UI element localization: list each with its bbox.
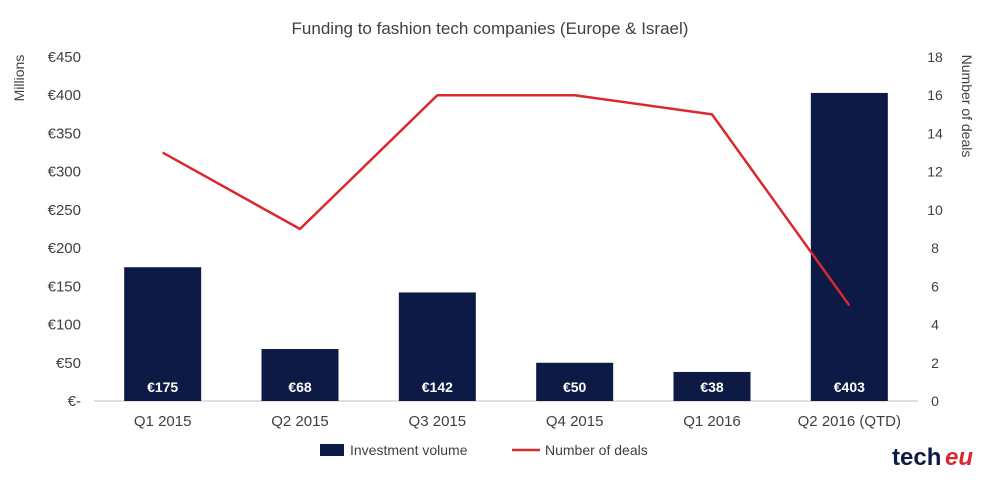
left-tick-label: €300 [48, 164, 81, 181]
legend-label-deals: Number of deals [545, 442, 648, 458]
right-tick-label: 4 [931, 317, 939, 333]
left-tick-label: €150 [48, 278, 81, 295]
left-tick-label: €100 [48, 317, 81, 334]
bar [261, 349, 339, 401]
left-tick-label: €50 [56, 355, 81, 372]
left-tick-label: €250 [48, 202, 81, 219]
right-tick-label: 12 [927, 164, 943, 180]
right-tick-label: 16 [927, 87, 943, 103]
x-tick-label: Q4 2015 [546, 413, 604, 430]
bar [810, 92, 888, 401]
chart-title: Funding to fashion tech companies (Europ… [292, 19, 689, 38]
bar-data-label: €68 [288, 379, 312, 395]
left-tick-label: €400 [48, 87, 81, 104]
logo-tech-text: tech [892, 444, 941, 471]
left-axis: €- €50 €100 €150 €200 €250 €300 €350 €400 €450 [48, 49, 81, 410]
bar-data-label: €403 [834, 379, 865, 395]
right-tick-label: 2 [931, 355, 939, 371]
bar-data-label: €175 [147, 379, 178, 395]
techeu-logo: tech eu [892, 444, 973, 471]
right-tick-label: 10 [927, 202, 943, 218]
left-tick-label: €200 [48, 240, 81, 257]
right-tick-label: 6 [931, 278, 939, 294]
x-tick-label: Q2 2015 [271, 413, 329, 430]
left-axis-label: Millions [11, 55, 27, 102]
right-tick-label: 14 [927, 125, 943, 141]
legend-label-investment: Investment volume [350, 442, 468, 458]
deals-line [162, 93, 851, 307]
bar-data-label: €38 [700, 379, 724, 395]
right-tick-label: 18 [927, 49, 943, 65]
bar [673, 371, 751, 401]
right-axis: 0 2 4 6 8 10 12 14 16 18 [927, 49, 943, 409]
x-tick-label: Q1 2016 [683, 413, 741, 430]
x-tick-label: Q3 2015 [409, 413, 467, 430]
right-tick-label: 0 [931, 393, 939, 409]
right-axis-label: Number of deals [959, 55, 975, 158]
right-tick-label: 8 [931, 240, 939, 256]
x-tick-label: Q2 2016 (QTD) [798, 413, 901, 430]
bar-data-label: €50 [563, 379, 587, 395]
x-tick-label: Q1 2015 [134, 413, 192, 430]
logo-eu-text: eu [945, 444, 973, 471]
left-tick-label: €- [68, 393, 81, 410]
bar [398, 292, 476, 401]
bar-data-labels: €175 €68 €142 €50 €38 €403 [147, 379, 865, 395]
left-tick-label: €350 [48, 125, 81, 142]
bar-series [124, 92, 888, 401]
left-tick-label: €450 [48, 49, 81, 66]
bar [124, 267, 202, 401]
legend-swatch-investment [320, 444, 344, 456]
bar-data-label: €142 [422, 379, 453, 395]
bar [536, 362, 614, 401]
legend: Investment volume Number of deals [320, 442, 648, 458]
x-axis: Q1 2015 Q2 2015 Q3 2015 Q4 2015 Q1 2016 Q2 20… [134, 413, 901, 430]
line-series [162, 93, 851, 307]
